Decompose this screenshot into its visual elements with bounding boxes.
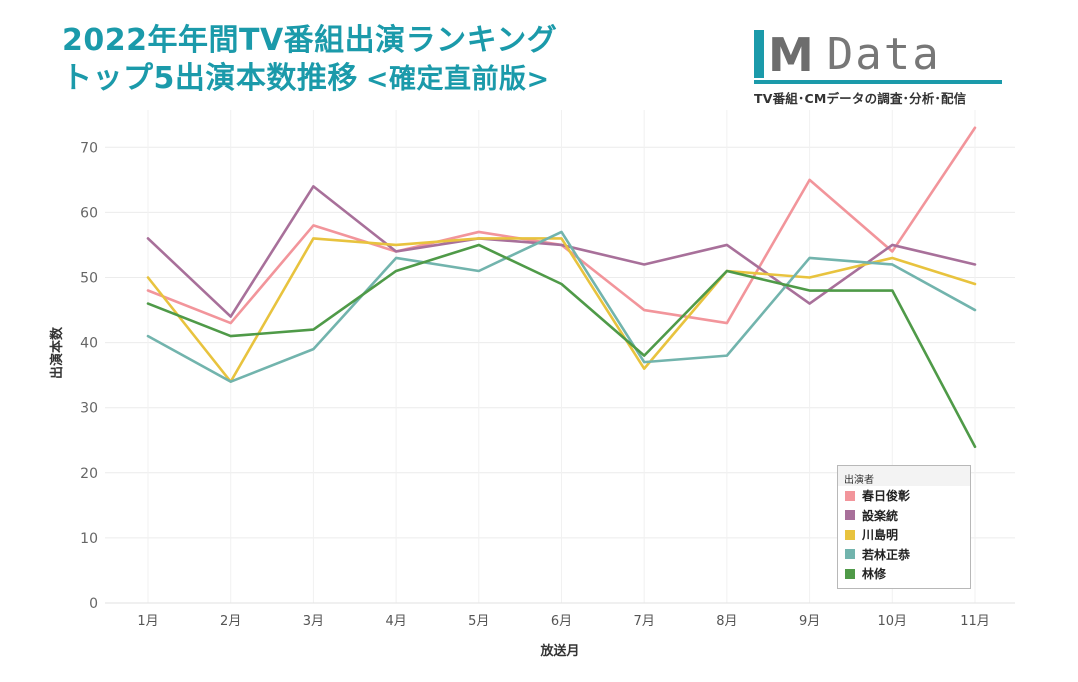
y-tick-label: 70: [80, 140, 98, 156]
y-tick-label: 30: [80, 401, 98, 417]
legend-label: 春日俊彰: [862, 489, 911, 504]
logo-mark: M Data: [754, 30, 1004, 78]
legend-swatch: [845, 529, 855, 540]
x-tick-label: 1月: [137, 614, 158, 629]
legend-item: 林修: [838, 564, 970, 584]
legend-swatch: [845, 568, 855, 579]
logo-bar: [754, 30, 764, 78]
title-line-2-suffix: <確定直前版>: [365, 64, 550, 95]
x-tick-label: 8月: [716, 614, 737, 629]
x-tick-label: 5月: [468, 614, 489, 629]
y-tick-label: 20: [80, 466, 98, 482]
logo-tagline: TV番組･CMデータの調査･分析･配信: [754, 91, 967, 106]
y-tick-label: 50: [80, 271, 98, 287]
legend-item: 春日俊彰: [838, 486, 970, 506]
logo-underline: [754, 80, 1002, 84]
title-line-2-main: トップ5出演本数推移: [62, 61, 358, 96]
x-tick-label: 7月: [634, 614, 655, 629]
series-line: [146, 243, 977, 449]
legend-label: 林修: [862, 567, 887, 582]
x-tick-label: 6月: [551, 614, 572, 629]
title-line-1: 2022年年間TV番組出演ランキング: [62, 23, 558, 58]
y-tick-label: 0: [89, 596, 98, 612]
x-tick-label: 3月: [303, 614, 324, 629]
title-line-2: トップ5出演本数推移 <確定直前版>: [62, 60, 557, 99]
legend-swatch: [845, 510, 855, 521]
logo-word: Data: [826, 29, 941, 80]
series-line: [146, 237, 977, 383]
x-tick-label: 2月: [220, 614, 241, 629]
legend-item: 設楽統: [838, 506, 970, 526]
x-tick-label: 11月: [960, 614, 990, 629]
x-tick-label: 9月: [799, 614, 820, 629]
legend-item: 川島明: [838, 525, 970, 545]
legend-label: 川島明: [862, 528, 899, 543]
y-tick-label: 40: [80, 336, 98, 352]
y-tick-label: 60: [80, 205, 98, 221]
y-tick-label: 10: [80, 531, 98, 547]
brand-logo: M Data TV番組･CMデータの調査･分析･配信: [754, 30, 1004, 107]
x-tick-label: 4月: [385, 614, 406, 629]
series-line: [146, 230, 977, 383]
series-line: [146, 185, 977, 318]
legend-items: 春日俊彰設楽統川島明若林正恭林修: [838, 486, 970, 584]
legend: 出演者 春日俊彰設楽統川島明若林正恭林修: [837, 465, 971, 589]
logo-letters: M: [768, 28, 814, 82]
legend-swatch: [845, 490, 855, 501]
y-axis-title: 出演本数: [49, 326, 65, 379]
legend-swatch: [845, 549, 855, 560]
x-tick-label: 10月: [878, 614, 908, 629]
chart-title: 2022年年間TV番組出演ランキング トップ5出演本数推移 <確定直前版>: [62, 22, 557, 99]
x-axis-title: 放送月: [539, 643, 579, 659]
legend-title: 出演者: [838, 466, 970, 486]
legend-item: 若林正恭: [838, 545, 970, 565]
legend-label: 若林正恭: [862, 547, 911, 562]
legend-label: 設楽統: [862, 508, 899, 523]
